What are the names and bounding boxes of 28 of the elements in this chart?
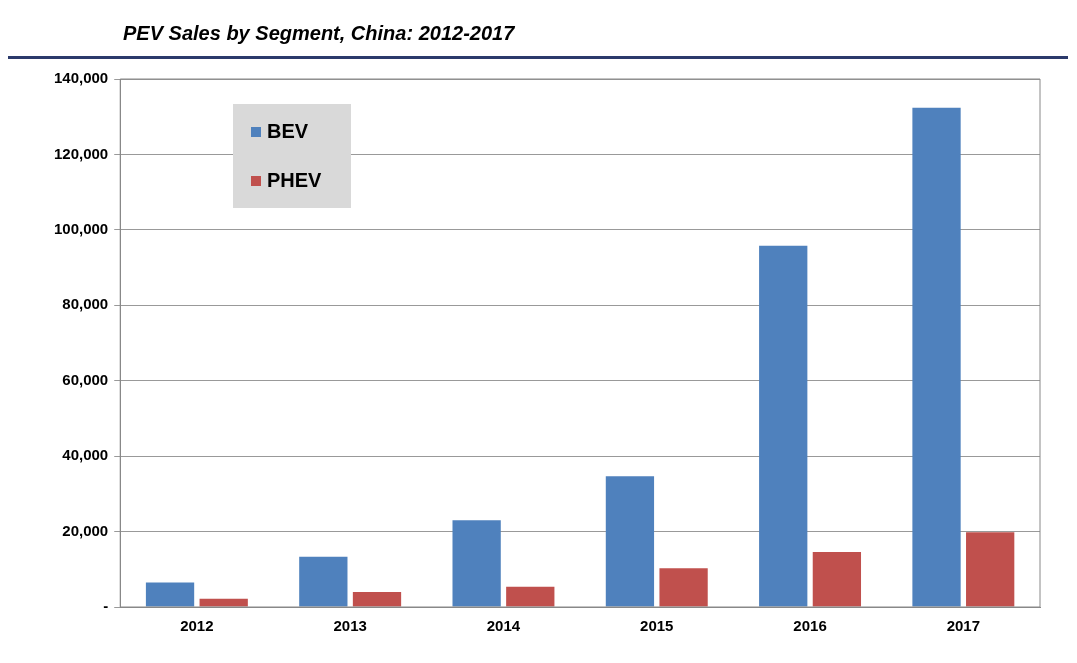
bar [759, 245, 808, 607]
legend-label: BEV [267, 120, 309, 143]
y-tick-label: 120,000 [53, 144, 109, 162]
bar [966, 532, 1015, 607]
y-tick-label: - [103, 597, 109, 615]
y-tick-label: 80,000 [62, 295, 109, 313]
y-tick-label: 140,000 [53, 69, 109, 87]
bar [352, 591, 402, 607]
bar [145, 582, 195, 607]
bar [812, 551, 862, 607]
bar [299, 556, 348, 607]
x-tick-label: 2014 [486, 617, 521, 635]
y-tick-label: 60,000 [62, 370, 109, 388]
bar [452, 520, 501, 607]
bar [659, 568, 708, 607]
chart-title: PEV Sales by Segment, China: 2012-2017 [123, 22, 515, 45]
bar [912, 107, 961, 607]
y-tick-label: 100,000 [53, 220, 109, 237]
bar [506, 586, 555, 607]
legend-label: PHEV [267, 169, 322, 192]
x-tick-label: 2015 [640, 617, 674, 635]
x-tick-label: 2016 [793, 617, 827, 635]
x-tick-label: 2013 [333, 617, 367, 635]
y-tick-label: 40,000 [62, 446, 109, 464]
y-tick-label: 20,000 [62, 521, 109, 539]
bar [605, 476, 655, 607]
x-tick-label: 2017 [946, 617, 981, 635]
x-tick-label: 2012 [180, 617, 214, 635]
